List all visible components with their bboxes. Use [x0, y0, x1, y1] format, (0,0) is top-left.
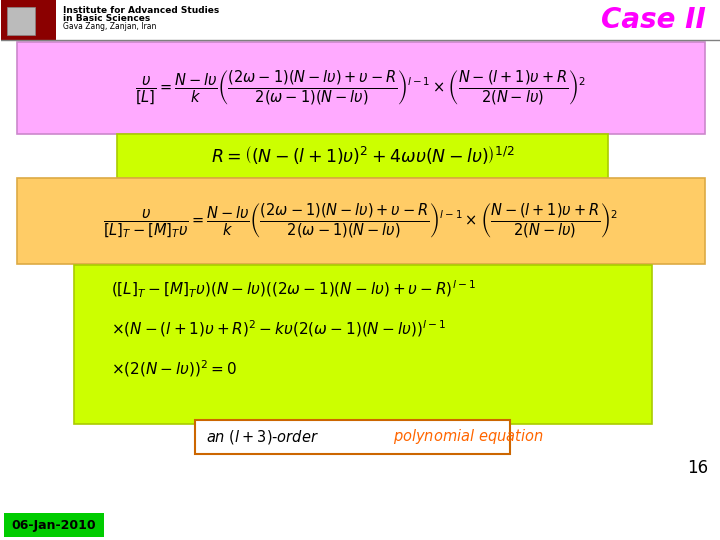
FancyBboxPatch shape: [195, 420, 510, 454]
Text: $R = \left(\left(N-(l+1)\upsilon\right)^2 + 4\omega\upsilon(N-l\upsilon)\right)^: $R = \left(\left(N-(l+1)\upsilon\right)^…: [211, 145, 515, 167]
Text: Gava Zang, Zanjan, Iran: Gava Zang, Zanjan, Iran: [63, 22, 156, 31]
FancyBboxPatch shape: [7, 7, 35, 35]
Text: $\times(2(N-l\upsilon))^2 = 0$: $\times(2(N-l\upsilon))^2 = 0$: [111, 359, 238, 379]
Text: $\dfrac{\upsilon}{[L]} = \dfrac{N - l\upsilon}{k}\left(\dfrac{(2\omega-1)(N-l\up: $\dfrac{\upsilon}{[L]} = \dfrac{N - l\up…: [135, 69, 586, 107]
FancyBboxPatch shape: [117, 134, 608, 178]
FancyBboxPatch shape: [4, 513, 104, 537]
Text: $\dfrac{\upsilon}{[L]_T - [M]_T\upsilon} = \dfrac{N-l\upsilon}{k}\left(\dfrac{(2: $\dfrac{\upsilon}{[L]_T - [M]_T\upsilon}…: [103, 202, 618, 240]
Text: 16: 16: [687, 459, 708, 477]
Text: $\times(N-(l+1)\upsilon+R)^2 - k\upsilon(2(\omega-1)(N-l\upsilon))^{l-1}$: $\times(N-(l+1)\upsilon+R)^2 - k\upsilon…: [111, 319, 446, 339]
Text: in Basic Sciences: in Basic Sciences: [63, 14, 150, 23]
FancyBboxPatch shape: [1, 0, 56, 40]
Text: $([L]_T - [M]_T\upsilon)(N-l\upsilon)((2\omega-1)(N-l\upsilon)+\upsilon-R)^{l-1}: $([L]_T - [M]_T\upsilon)(N-l\upsilon)((2…: [111, 279, 476, 300]
Text: Case II: Case II: [601, 6, 706, 34]
Text: 06-Jan-2010: 06-Jan-2010: [12, 518, 96, 531]
FancyBboxPatch shape: [17, 42, 705, 134]
FancyBboxPatch shape: [17, 178, 705, 264]
Text: $\mathit{polynomial\ equation}$: $\mathit{polynomial\ equation}$: [392, 428, 544, 447]
FancyBboxPatch shape: [74, 265, 652, 424]
Text: $\mathit{an\ (l+3)\text{-}order}$: $\mathit{an\ (l+3)\text{-}order}$: [206, 428, 319, 446]
Text: Institute for Advanced Studies: Institute for Advanced Studies: [63, 6, 220, 15]
